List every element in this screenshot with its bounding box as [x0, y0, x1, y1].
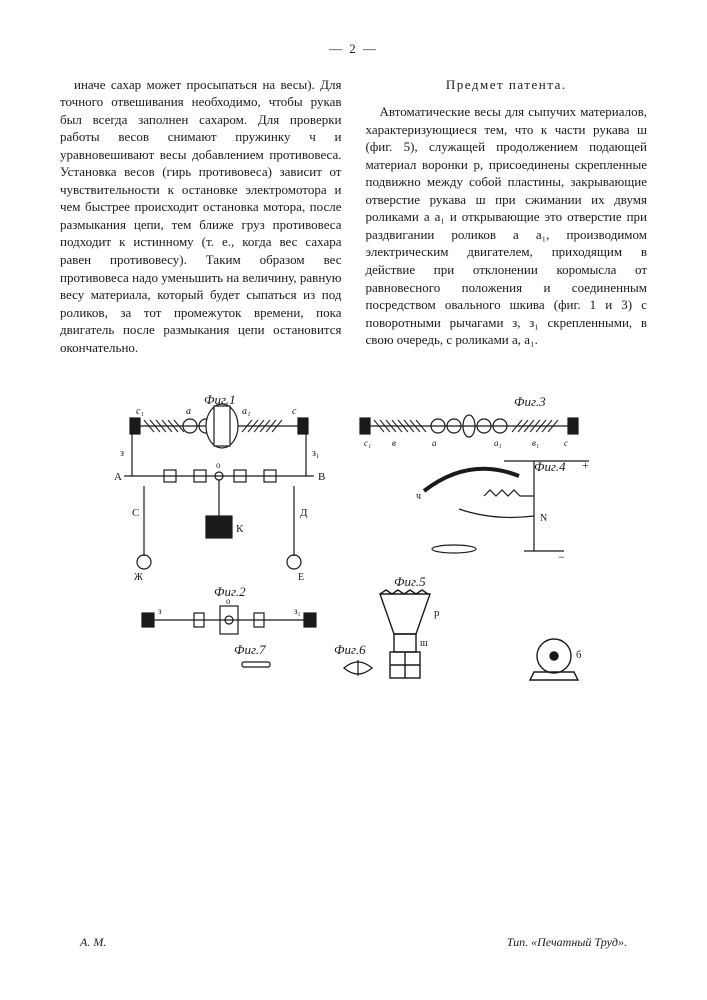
page: — 2 — иначе сахар может просыпаться на в…	[0, 0, 707, 1000]
svg-text:В: В	[318, 471, 325, 483]
fig7-group: Фиг.7	[234, 642, 270, 667]
svg-text:−: −	[558, 550, 565, 564]
fig5-group: Фиг.5 р ш	[380, 574, 440, 678]
fig4-group: Фиг.4 ч + N −	[416, 458, 589, 564]
left-paragraph: иначе сахар может просыпаться на весы). …	[60, 76, 342, 357]
svg-text:а: а	[186, 406, 191, 417]
svg-text:о: о	[216, 460, 221, 470]
svg-text:А: А	[114, 471, 122, 483]
svg-text:К: К	[236, 523, 244, 535]
right-column: Предмет патента. Автоматические весы для…	[366, 76, 648, 359]
fig6-group: Фиг.6	[334, 642, 372, 676]
svg-text:а: а	[432, 438, 437, 448]
svg-text:N: N	[540, 513, 547, 524]
svg-text:Д: Д	[300, 507, 308, 519]
footer-left: А. М.	[80, 934, 106, 950]
right-title: Предмет патента.	[366, 76, 648, 94]
svg-text:в: в	[392, 438, 396, 448]
svg-text:с: с	[292, 406, 297, 417]
fig3-label: Фиг.3	[514, 394, 546, 409]
fig5-label: Фиг.5	[394, 574, 426, 589]
fig3-group: Фиг.3	[360, 394, 578, 448]
svg-text:з₁: з₁	[312, 448, 319, 459]
svg-text:С: С	[132, 507, 139, 519]
svg-text:в₁: в₁	[532, 438, 539, 448]
svg-text:ч: ч	[416, 491, 421, 502]
svg-text:з: з	[158, 606, 162, 616]
svg-text:о: о	[226, 596, 231, 606]
svg-text:с₁: с₁	[364, 438, 371, 448]
fig7-label: Фиг.7	[234, 642, 266, 657]
svg-text:з₁: з₁	[294, 606, 301, 616]
text-columns: иначе сахар может просыпаться на весы). …	[60, 76, 647, 359]
footer: А. М. Тип. «Печатный Труд».	[80, 934, 627, 950]
left-column: иначе сахар может просыпаться на весы). …	[60, 76, 342, 359]
fig2-group: Фиг.2 о з з₁	[142, 584, 316, 634]
fig6-label: Фиг.6	[334, 642, 366, 657]
svg-text:Е: Е	[298, 572, 304, 583]
svg-text:+: +	[582, 458, 589, 472]
svg-text:Ж: Ж	[134, 572, 143, 583]
footer-right: Тип. «Печатный Труд».	[507, 934, 627, 950]
svg-text:с₁: с₁	[136, 406, 144, 417]
figures-block: Фиг.1	[60, 386, 647, 706]
page-number: — 2 —	[60, 40, 647, 58]
right-paragraph: Автоматические весы для сыпучих материал…	[366, 103, 648, 349]
svg-text:з: з	[120, 448, 124, 459]
svg-text:р: р	[434, 607, 440, 619]
svg-text:с: с	[564, 438, 568, 448]
svg-text:ш: ш	[420, 638, 428, 649]
svg-text:а₁: а₁	[242, 406, 250, 417]
fig1-group: Фиг.1	[114, 392, 325, 583]
svg-text:б: б	[576, 649, 582, 661]
svg-text:а₁: а₁	[494, 438, 502, 448]
figures-svg: Фиг.1	[94, 386, 614, 706]
